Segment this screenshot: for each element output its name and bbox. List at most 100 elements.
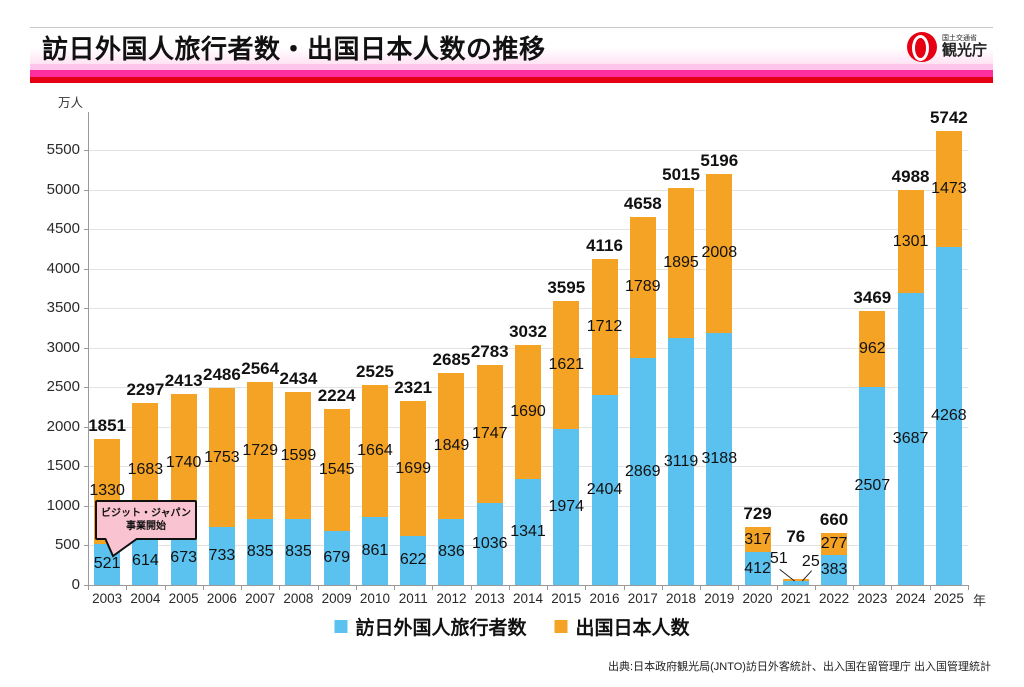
label-departures-2025: 1473 xyxy=(931,180,967,198)
x-axis-unit-label: 年 xyxy=(973,593,987,608)
label-departures-2008: 1599 xyxy=(280,446,317,464)
bar-2012-departures-segment xyxy=(438,372,465,519)
logo-ministry-label: 国土交通省 xyxy=(941,35,977,42)
bar-2013-visitors-segment xyxy=(476,503,503,585)
x-tick-label-2008: 2008 xyxy=(283,591,314,606)
x-tick-label-2005: 2005 xyxy=(168,591,199,606)
y-tick-label-1000: 1000 xyxy=(46,496,80,514)
x-tick-label-2012: 2012 xyxy=(436,591,467,606)
label-total-2011: 2321 xyxy=(394,378,433,398)
label-total-2025: 5742 xyxy=(929,107,968,127)
source-note: 出典:日本政府観光局(JNTO)訪日外客統計、出入国在留管理庁 出入国管理統計 xyxy=(608,661,991,673)
label-total-2023: 3469 xyxy=(853,287,892,307)
x-tick-6 xyxy=(317,586,319,590)
jta-logo-text: 国土交通省 観光庁 xyxy=(942,35,987,59)
label-total-2016: 4116 xyxy=(586,236,623,256)
label-total-2009: 2224 xyxy=(317,386,356,406)
bar-2023-visitors-segment xyxy=(859,386,886,585)
y-tick-label-500: 500 xyxy=(54,536,80,554)
label-total-2005: 2413 xyxy=(164,371,203,391)
x-tick-15 xyxy=(661,586,663,590)
label-visitors-2024: 3687 xyxy=(892,430,929,448)
y-axis-line xyxy=(88,112,89,585)
legend-swatch-icon-0 xyxy=(334,620,348,633)
bar-2013-departures-segment xyxy=(476,364,503,504)
bar-2025-departures-segment xyxy=(935,130,962,248)
label-visitors-2015: 1974 xyxy=(548,497,585,515)
label-visitors-2010: 861 xyxy=(361,541,389,559)
x-tick-label-2009: 2009 xyxy=(321,591,352,606)
label-departures-2014: 1690 xyxy=(510,403,546,421)
label-departures-2011: 1699 xyxy=(395,459,431,477)
annotation-bubble: ビジット・ジャパン 事業開始 xyxy=(95,500,197,540)
label-departures-2021: 25 xyxy=(801,553,820,570)
x-tick-17 xyxy=(738,586,740,590)
label-total-2015: 3595 xyxy=(547,277,586,297)
bar-2010-visitors-segment xyxy=(361,516,388,585)
bar-2010-departures-segment xyxy=(361,385,388,517)
label-departures-2006: 1753 xyxy=(204,448,240,466)
bar-2017-departures-segment xyxy=(629,216,656,359)
label-visitors-2006: 733 xyxy=(208,547,236,564)
label-total-2012: 2685 xyxy=(432,349,471,369)
label-total-2004: 2297 xyxy=(126,380,165,400)
legend-label-0: 訪日外国人旅行者数 xyxy=(355,618,527,639)
title-bar: 訪日外国人旅行者数・出国日本人数の推移 国土交通省 観光庁 xyxy=(30,28,993,64)
x-tick-16 xyxy=(700,586,702,590)
label-departures-2007: 1729 xyxy=(242,441,278,459)
x-tick-21 xyxy=(891,586,893,590)
x-tick-label-2023: 2023 xyxy=(857,591,888,606)
label-departures-2004: 1683 xyxy=(127,460,164,478)
bar-2015-visitors-segment xyxy=(553,428,580,585)
bar-2025-visitors-segment xyxy=(935,247,962,585)
chart-legend: 訪日外国人旅行者数 出国日本人数 xyxy=(334,613,690,640)
x-tick-19 xyxy=(814,586,816,590)
x-tick-label-2011: 2011 xyxy=(398,591,428,606)
label-visitors-2011: 622 xyxy=(399,551,427,569)
label-visitors-2019: 3188 xyxy=(701,449,738,467)
y-tick-3000 xyxy=(84,347,88,349)
x-tick-11 xyxy=(508,586,510,590)
y-tick-4000 xyxy=(84,268,88,270)
label-total-2010: 2525 xyxy=(356,362,394,382)
bar-2008-departures-segment xyxy=(285,392,312,519)
label-departures-2015: 1621 xyxy=(548,355,585,373)
x-tick-label-2022: 2022 xyxy=(819,591,850,606)
label-total-2017: 4658 xyxy=(623,193,662,213)
bar-2007-visitors-segment xyxy=(247,518,274,585)
bar-2023-departures-segment xyxy=(859,310,886,387)
x-tick-label-2014: 2014 xyxy=(512,591,544,606)
label-departures-2018: 1895 xyxy=(663,254,699,272)
label-visitors-2005: 673 xyxy=(170,549,197,567)
x-tick-label-2021: 2021 xyxy=(780,591,811,606)
bar-2020-visitors-segment xyxy=(744,552,771,585)
label-total-2020: 729 xyxy=(743,504,772,524)
x-tick-label-2024: 2024 xyxy=(895,591,926,606)
label-total-2007: 2564 xyxy=(241,359,280,379)
y-tick-1000 xyxy=(84,505,88,507)
y-tick-2000 xyxy=(84,426,88,428)
bar-2021-visitors-segment xyxy=(782,580,809,585)
bar-2009-departures-segment xyxy=(323,409,350,532)
label-departures-2012: 1849 xyxy=(433,436,470,454)
bar-2014-departures-segment xyxy=(515,345,541,479)
label-visitors-2017: 2869 xyxy=(624,462,661,480)
x-tick-label-2015: 2015 xyxy=(551,591,582,606)
bar-2008-visitors-segment xyxy=(285,518,312,585)
gridline-4000 xyxy=(88,268,968,270)
bar-2021-departures-segment xyxy=(782,578,809,581)
label-visitors-2007: 835 xyxy=(246,542,274,560)
y-tick-label-2000: 2000 xyxy=(46,417,80,435)
bar-2018-visitors-segment xyxy=(668,338,695,585)
label-total-2008: 2434 xyxy=(279,369,318,389)
label-departures-2020: 317 xyxy=(744,530,771,548)
y-tick-500 xyxy=(84,545,88,547)
y-tick-4500 xyxy=(84,229,88,231)
bar-2012-visitors-segment xyxy=(438,518,465,585)
label-total-2021: 76 xyxy=(786,527,806,546)
stripe-magenta xyxy=(30,70,993,77)
jta-logo-icon xyxy=(906,32,937,62)
y-tick-5500 xyxy=(84,150,88,151)
x-tick-12 xyxy=(547,586,549,590)
